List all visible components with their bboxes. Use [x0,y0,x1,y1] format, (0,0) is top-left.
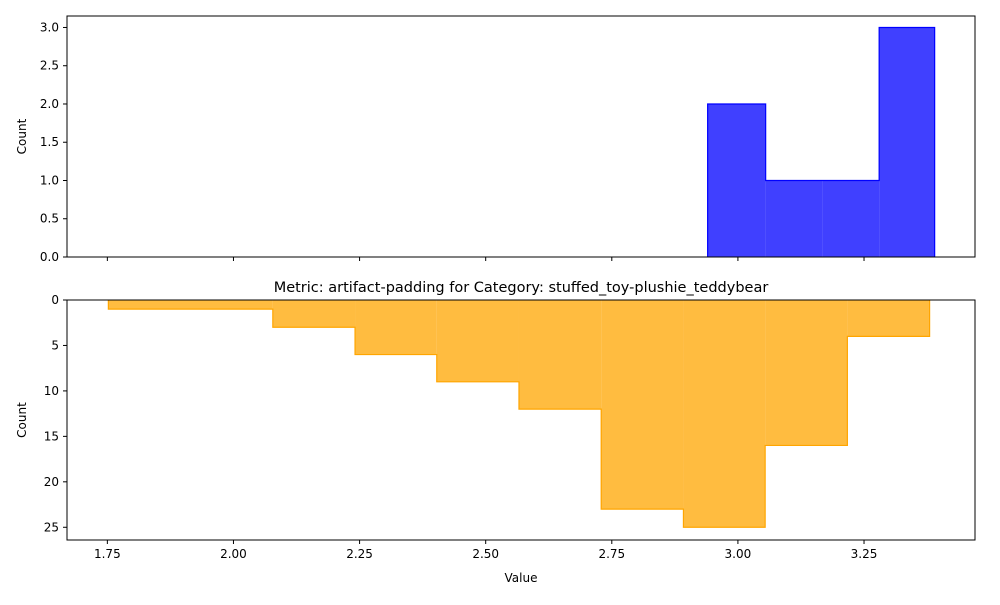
chart1-y-axis-label: Count [15,118,29,154]
chart2-y-tick-label: 10 [44,384,59,398]
chart1-panel: 0.0 0.5 1.0 1.5 2.0 2.5 3.0 Count [15,15,976,264]
chart2-bar-3 [355,300,437,355]
chart1-y-tick-label: 1.0 [40,173,59,187]
chart2-panel: 1.75 2.00 2.25 2.50 2.75 3.00 3.25 0 5 10 15 20 25 Co… [15,280,976,585]
chart2-x-tick-label: 2.25 [346,547,373,561]
chart2-x-tick-label: 2.75 [598,547,625,561]
chart1-plot-frame [66,15,976,258]
chart2-y-tick-label: 5 [51,338,59,352]
chart2-bar-7 [683,300,766,528]
chart2-plot-frame [66,299,976,541]
chart2-y-axis-label: Count [15,402,29,438]
chart2-y-tick-label: 0 [51,293,59,307]
chart2-x-tick-label: 2.50 [472,547,499,561]
chart2-x-tick-label: 3.00 [725,547,752,561]
chart1-bar-3 [822,180,880,257]
chart2-bar-6 [601,300,684,510]
chart2-y-tick-label: 15 [44,429,59,443]
chart2-x-tick-label: 3.25 [851,547,878,561]
chart2-bar-1 [108,300,273,310]
chart2-bar-8 [765,300,848,446]
chart1-y-tick-label: 1.5 [40,135,59,149]
chart2-bar-9 [847,300,930,337]
chart2-bar-2 [272,300,356,328]
chart2-title: Metric: artifact-padding for Category: s… [274,280,769,296]
chart2-x-tick-label: 1.75 [94,547,121,561]
chart2-bar-4 [436,300,519,382]
chart2-bar-5 [518,300,602,410]
chart2-y-tick-label: 20 [44,475,59,489]
chart2-x-tick-label: 2.00 [220,547,247,561]
chart2-y-tick-label: 25 [44,520,59,534]
chart2-step-outline [107,300,931,528]
chart1-y-tick-label: 3.0 [40,20,59,34]
chart1-y-tick-label: 2.0 [40,97,59,111]
chart1-y-tick-label: 0.5 [40,212,59,226]
chart1-step-outline [707,26,936,257]
chart2-x-axis-label: Value [505,571,538,585]
chart1-bar-2 [765,180,823,257]
chart1-y-tick-label: 0.0 [40,250,59,264]
chart1-bar-1 [707,103,766,257]
chart1-y-tick-label: 2.5 [40,59,59,73]
chart1-bar-4 [879,27,935,257]
